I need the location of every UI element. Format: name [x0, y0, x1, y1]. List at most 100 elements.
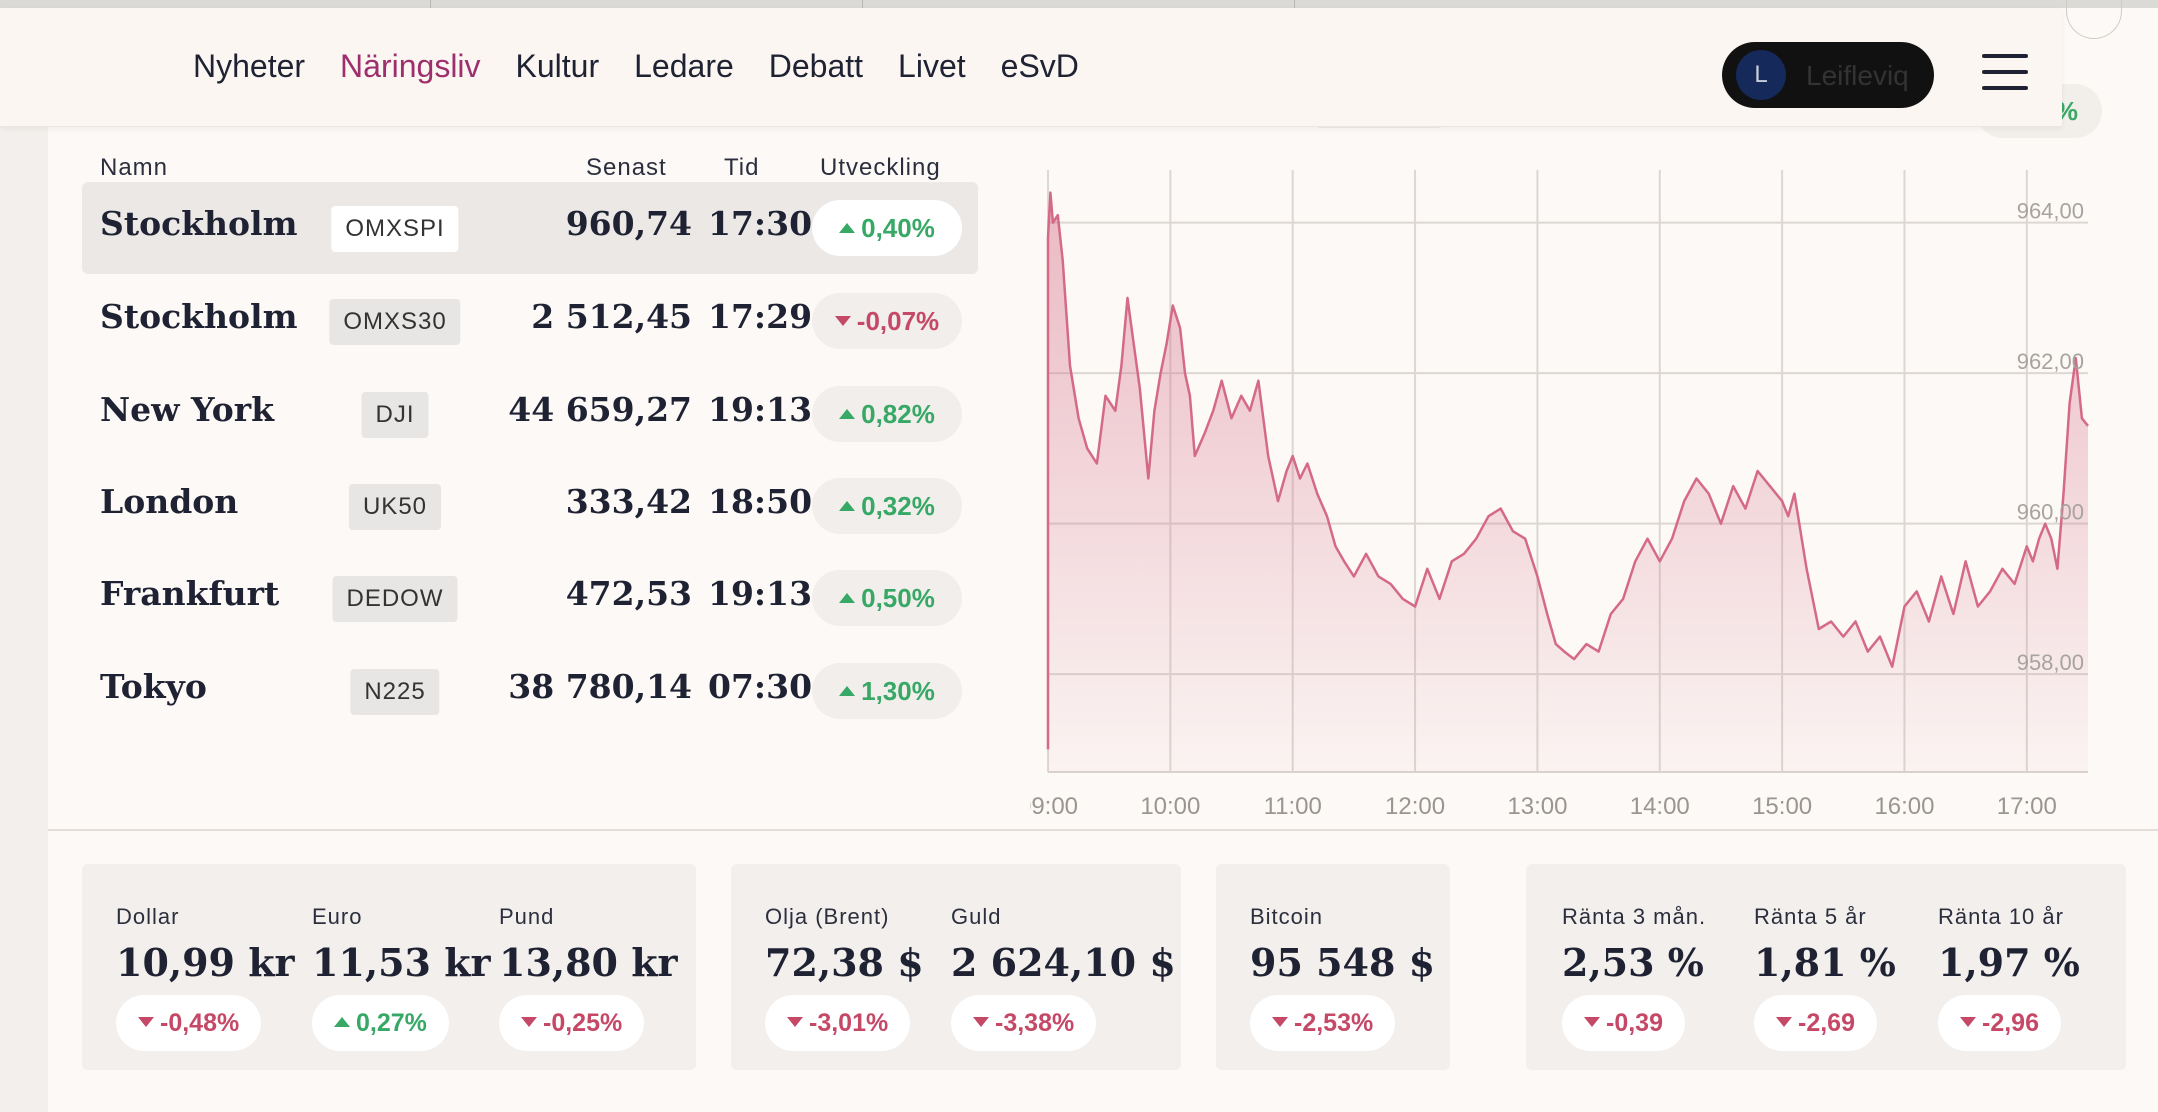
market-change: -2,53% [1250, 995, 1396, 1051]
nav-item-ledare[interactable]: Ledare [634, 48, 734, 84]
market-label: Guld [951, 904, 1002, 929]
index-time: 18:50 [708, 482, 813, 521]
index-ticker: DEDOW [332, 576, 458, 622]
nav-item-naringsliv[interactable]: Näringsliv [340, 48, 481, 84]
arrow-down-icon [1272, 1017, 1288, 1028]
column-header-change: Utveckling [820, 154, 941, 181]
market-item-bitcoin[interactable]: Bitcoin 95 548 $ -2,53% [1250, 904, 1435, 1051]
index-city: Tokyo [100, 667, 207, 706]
index-time: 19:13 [708, 390, 813, 429]
y-tick-label: 960,00 [2017, 500, 2084, 525]
index-value: 2 512,45 [531, 297, 692, 336]
index-row[interactable]: Stockholm OMXSPI 960,74 17:30 0,40% [82, 182, 978, 274]
index-ticker: N225 [350, 669, 440, 715]
x-tick-label: 14:00 [1630, 793, 1690, 820]
market-item-ranta-3m[interactable]: Ränta 3 mån. 2,53 % -0,39 [1562, 904, 1706, 1051]
index-value: 44 659,27 [508, 390, 692, 429]
column-header-latest: Senast [586, 154, 667, 181]
market-label: Ränta 3 mån. [1562, 904, 1707, 929]
x-tick-label: 17:00 [1997, 793, 2057, 820]
market-value: 2 624,10 $ [951, 940, 1176, 985]
market-value: 11,53 kr [312, 940, 491, 985]
rates-card: Ränta 3 mån. 2,53 % -0,39 Ränta 5 år 1,8… [1526, 864, 2126, 1070]
market-item-ranta-10y[interactable]: Ränta 10 år 1,97 % -2,96 [1938, 904, 2080, 1051]
index-change: 0,50% [812, 570, 962, 626]
nav-item-livet[interactable]: Livet [898, 48, 966, 84]
index-chart[interactable]: 09:00 10:00 11:00 12:00 13:00 14:00 15:00 16:00… [1030, 150, 2090, 830]
market-item-olja[interactable]: Olja (Brent) 72,38 $ -3,01% [765, 904, 924, 1051]
x-tick-label: 10:00 [1140, 793, 1200, 820]
browser-tab[interactable] [0, 0, 431, 8]
index-change: 1,30% [812, 663, 962, 719]
arrow-up-icon [334, 1017, 350, 1028]
index-row[interactable]: Stockholm OMXS30 2 512,45 17:29 -0,07% [82, 275, 978, 367]
x-tick-label: 16:00 [1874, 793, 1934, 820]
avatar: L [1736, 50, 1786, 100]
index-value: 38 780,14 [508, 667, 692, 706]
arrow-down-icon [973, 1017, 989, 1028]
nav-item-debatt[interactable]: Debatt [768, 48, 864, 84]
nav-item-nyheter[interactable]: Nyheter [193, 48, 306, 84]
market-change: -0,48% [116, 995, 262, 1051]
market-value: 13,80 kr [499, 940, 678, 985]
chart-line [1046, 191, 2089, 750]
currency-card: Dollar 10,99 kr -0,48% Euro 11,53 kr 0,2… [82, 864, 696, 1070]
index-row[interactable]: Frankfurt DEDOW 472,53 19:13 0,50% [82, 552, 978, 644]
market-value: 2,53 % [1562, 940, 1704, 985]
y-tick-label: 962,00 [2017, 349, 2084, 374]
arrow-down-icon [521, 1017, 537, 1028]
index-ticker: OMXS30 [329, 299, 461, 345]
index-value: 333,42 [565, 482, 692, 521]
index-city: Stockholm [100, 297, 298, 336]
index-time: 19:13 [708, 574, 813, 613]
index-city: London [100, 482, 239, 521]
index-change: 0,40% [812, 200, 962, 256]
index-value: 472,53 [565, 574, 692, 613]
index-row[interactable]: London UK50 333,42 18:50 0,32% [82, 460, 978, 552]
nav-item-esvd[interactable]: eSvD [1000, 48, 1079, 84]
index-time: 17:29 [708, 297, 813, 336]
market-change: -2,96 [1938, 995, 2061, 1051]
y-tick-label: 964,00 [2017, 199, 2084, 224]
market-change: -3,38% [951, 995, 1097, 1051]
arrow-up-icon [839, 593, 856, 604]
market-item-ranta-5y[interactable]: Ränta 5 år 1,81 % -2,69 [1754, 904, 1896, 1051]
index-time: 17:30 [708, 204, 813, 243]
index-value: 960,74 [565, 204, 692, 243]
arrow-up-icon [839, 686, 856, 697]
market-change: -0,25% [499, 995, 645, 1051]
browser-tab-strip [0, 0, 2158, 8]
market-value: 1,81 % [1754, 940, 1896, 985]
index-change: 0,82% [812, 386, 962, 442]
browser-tab[interactable] [862, 0, 1295, 8]
hamburger-menu-icon[interactable] [1982, 54, 2028, 94]
index-row[interactable]: Tokyo N225 38 780,14 07:30 1,30% [82, 645, 978, 737]
market-label: Euro [312, 904, 363, 929]
browser-tab[interactable] [430, 0, 863, 8]
y-tick-label: 958,00 [2017, 650, 2084, 675]
market-value: 95 548 $ [1250, 940, 1436, 985]
user-menu[interactable]: L Leifleviq [1722, 42, 1934, 108]
arrow-up-icon [839, 223, 856, 234]
market-item-guld[interactable]: Guld 2 624,10 $ -3,38% [951, 904, 1176, 1051]
x-tick-label: 15:00 [1752, 793, 1812, 820]
market-item-pund[interactable]: Pund 13,80 kr -0,25% [499, 904, 678, 1051]
index-city: New York [100, 390, 275, 429]
index-ticker: UK50 [348, 484, 442, 530]
main-nav: Nyheter Näringsliv Kultur Ledare Debatt … [193, 48, 1079, 85]
x-tick-label: 11:00 [1264, 793, 1322, 820]
market-change: 0,27% [312, 995, 449, 1051]
arrow-down-icon [1776, 1017, 1792, 1028]
index-row[interactable]: New York DJI 44 659,27 19:13 0,82% [82, 368, 978, 460]
user-name: Leifleviq [1806, 60, 1909, 91]
market-value: 1,97 % [1938, 940, 2080, 985]
market-item-dollar[interactable]: Dollar 10,99 kr -0,48% [116, 904, 295, 1051]
market-label: Bitcoin [1250, 904, 1324, 929]
index-city: Stockholm [100, 204, 298, 243]
index-change: -0,07% [812, 293, 962, 349]
market-item-euro[interactable]: Euro 11,53 kr 0,27% [312, 904, 491, 1051]
nav-item-kultur[interactable]: Kultur [515, 48, 600, 84]
market-label: Ränta 5 år [1754, 904, 1867, 929]
market-change: -2,69 [1754, 995, 1877, 1051]
market-label: Ränta 10 år [1938, 904, 2064, 929]
